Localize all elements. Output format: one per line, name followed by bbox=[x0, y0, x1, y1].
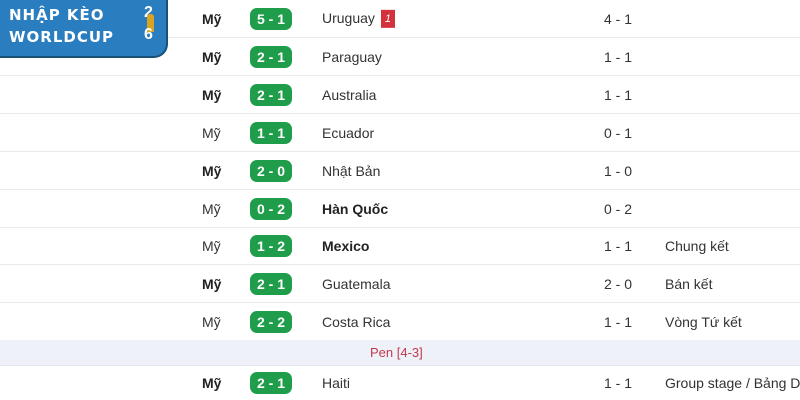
home-team: Mỹ bbox=[202, 162, 222, 179]
away-team-name: Guatemala bbox=[322, 275, 391, 292]
score-badge[interactable]: 2 - 0 bbox=[250, 159, 292, 182]
site-logo[interactable]: NHẬP KÈO WORLDCUP 2 6 bbox=[0, 0, 168, 58]
score-badge[interactable]: 2 - 1 bbox=[250, 372, 292, 394]
home-team: Mỹ bbox=[202, 237, 221, 254]
home-team: Mỹ bbox=[202, 275, 222, 292]
away-team-name: Hàn Quốc bbox=[322, 200, 389, 217]
away-team: Costa Rica bbox=[322, 314, 390, 330]
half-time-score: 1 - 1 bbox=[604, 237, 633, 254]
penalty-row: Pen [4-3] bbox=[0, 340, 800, 366]
away-team-name: Mexico bbox=[322, 237, 370, 254]
match-row[interactable]: Mỹ 1 - 1 Ecuador 0 - 1 bbox=[0, 114, 800, 152]
away-team: Ecuador bbox=[322, 125, 374, 141]
half-time-score: 1 - 1 bbox=[604, 313, 633, 330]
score-badge[interactable]: 2 - 2 bbox=[250, 310, 292, 333]
stage-label: Group stage / Bảng D bbox=[665, 375, 800, 391]
half-time-score: 1 - 1 bbox=[604, 375, 633, 391]
score-badge[interactable]: 5 - 1 bbox=[250, 7, 292, 30]
match-row[interactable]: Mỹ 2 - 1 Paraguay 1 - 1 bbox=[0, 38, 800, 76]
score-badge[interactable]: 0 - 2 bbox=[250, 197, 292, 220]
score-badge[interactable]: 2 - 1 bbox=[250, 83, 292, 106]
away-team-name: Haiti bbox=[322, 375, 351, 391]
away-team-name: Paraguay bbox=[322, 48, 382, 65]
away-team: Haiti bbox=[322, 375, 350, 391]
logo-year-top: 2 bbox=[144, 4, 153, 21]
home-team: Mỹ bbox=[202, 313, 221, 330]
score-badge[interactable]: 1 - 2 bbox=[250, 234, 292, 257]
away-team-name: Costa Rica bbox=[322, 313, 391, 330]
half-time-score: 1 - 0 bbox=[604, 162, 633, 179]
logo-line1: NHẬP KÈO bbox=[9, 6, 105, 24]
away-team: Hàn Quốc bbox=[322, 201, 388, 217]
away-team: Guatemala bbox=[322, 276, 390, 292]
stage-label: Bán kết bbox=[665, 275, 713, 292]
match-row[interactable]: Mỹ 1 - 2 Mexico 1 - 1 Chung kết bbox=[0, 227, 800, 265]
half-time-score: 0 - 1 bbox=[604, 124, 633, 141]
penalty-note: Pen [4-3] bbox=[370, 345, 423, 360]
away-team-name: Uruguay bbox=[322, 9, 375, 26]
match-row[interactable]: Mỹ 0 - 2 Hàn Quốc 0 - 2 bbox=[0, 190, 800, 228]
away-team-name: Nhật Bản bbox=[322, 162, 381, 179]
score-badge[interactable]: 2 - 1 bbox=[250, 272, 292, 295]
score-badge[interactable]: 1 - 1 bbox=[250, 121, 292, 144]
half-time-score: 1 - 1 bbox=[604, 86, 633, 103]
half-time-score: 0 - 2 bbox=[604, 200, 633, 217]
match-row[interactable]: Mỹ 2 - 0 Nhật Bản 1 - 0 bbox=[0, 152, 800, 190]
away-team-name: Ecuador bbox=[322, 124, 375, 141]
half-time-score: 2 - 0 bbox=[604, 275, 633, 292]
home-team: Mỹ bbox=[202, 86, 222, 103]
trophy-icon bbox=[147, 14, 154, 32]
away-team: Paraguay bbox=[322, 49, 382, 65]
home-team: Mỹ bbox=[202, 10, 222, 27]
away-team: Mexico bbox=[322, 238, 369, 254]
stage-label: Vòng Tứ kết bbox=[665, 313, 742, 330]
away-team: Nhật Bản bbox=[322, 163, 380, 179]
away-team-name: Australia bbox=[322, 86, 377, 103]
home-team: Mỹ bbox=[202, 375, 222, 391]
half-time-score: 1 - 1 bbox=[604, 48, 633, 65]
home-team: Mỹ bbox=[202, 124, 221, 141]
match-row[interactable]: Mỹ 5 - 1 Uruguay 1 4 - 1 bbox=[0, 0, 800, 38]
match-row[interactable]: Mỹ 2 - 2 Costa Rica 1 - 1 Vòng Tứ kết bbox=[0, 303, 800, 341]
match-row[interactable]: Mỹ 2 - 1 Guatemala 2 - 0 Bán kết bbox=[0, 265, 800, 303]
away-team: Australia bbox=[322, 87, 376, 103]
match-row[interactable]: Mỹ 2 - 1 Australia 1 - 1 bbox=[0, 76, 800, 114]
match-row[interactable]: Mỹ 2 - 1 Haiti 1 - 1 Group stage / Bảng … bbox=[0, 366, 800, 400]
away-team: Uruguay 1 bbox=[322, 9, 395, 28]
half-time-score: 4 - 1 bbox=[604, 10, 633, 27]
red-card-icon: 1 bbox=[380, 9, 395, 28]
logo-year-bottom: 6 bbox=[144, 26, 153, 43]
stage-label: Chung kết bbox=[665, 237, 729, 254]
home-team: Mỹ bbox=[202, 48, 222, 65]
home-team: Mỹ bbox=[202, 200, 221, 217]
logo-line2: WORLDCUP bbox=[9, 28, 115, 46]
score-badge[interactable]: 2 - 1 bbox=[250, 45, 292, 68]
